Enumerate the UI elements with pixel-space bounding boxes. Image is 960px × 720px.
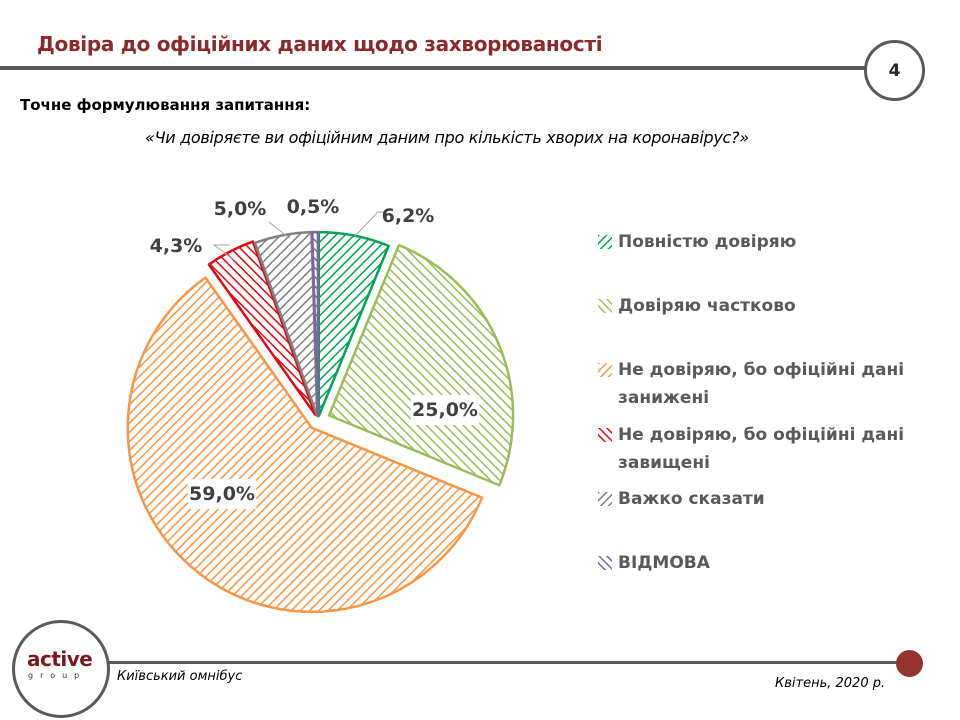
- data-label-3: 4,3%: [150, 235, 203, 257]
- source-label: Київський омнібус: [117, 669, 243, 684]
- data-label-box-2: [187, 479, 257, 509]
- legend-swatch-icon: [598, 363, 612, 377]
- legend-swatch-icon: [598, 428, 612, 442]
- leader-line-4: [268, 221, 290, 239]
- legend-label: Важко сказати: [618, 489, 765, 509]
- legend-item: ВІДМОВА: [598, 549, 938, 577]
- data-label-box-1: [410, 395, 480, 425]
- legend-item: Повністю довіряю: [598, 228, 938, 256]
- question-label: Точне формулювання запитання:: [20, 96, 311, 114]
- legend-swatch-icon: [598, 556, 612, 570]
- legend-label: ВІДМОВА: [618, 553, 710, 573]
- pie-slice-5: [310, 230, 320, 418]
- legend-swatch-icon: [598, 235, 612, 249]
- data-label-2: 59,0%: [189, 483, 255, 505]
- legend-label: Не довіряю, бо офіційні дані завищені: [618, 425, 905, 473]
- logo-text: active: [27, 647, 93, 671]
- pie-slice-1: [327, 243, 515, 487]
- data-label-1: 25,0%: [412, 399, 478, 421]
- date-label: Квітень, 2020 р.: [775, 676, 886, 691]
- logo-circle: [12, 620, 110, 718]
- leader-line-3: [212, 244, 238, 263]
- page-number-badge: 4: [864, 40, 925, 101]
- page-title: Довіра до офіційних даних щодо захворюва…: [37, 32, 603, 56]
- question-text: «Чи довіряєте ви офіційним даним про кіл…: [145, 128, 749, 147]
- legend-swatch-icon: [598, 299, 612, 313]
- pie-slice-2: [126, 276, 484, 614]
- footer-dot-icon: [896, 650, 923, 677]
- data-label-0: 6,2%: [382, 205, 435, 227]
- legend-label: Довіряю частково: [618, 296, 796, 316]
- data-label-5: 0,5%: [287, 196, 340, 218]
- page-number: 4: [888, 60, 901, 81]
- legend-label: Не довіряю, бо офіційні дані занижені: [618, 360, 905, 408]
- pie-slice-3: [207, 240, 317, 416]
- logo-subtext: group: [28, 671, 87, 680]
- footer-divider: [105, 661, 905, 664]
- header-divider: [0, 66, 868, 70]
- legend-item: Важко сказати: [598, 485, 938, 513]
- legend-item: Не довіряю, бо офіційні дані занижені: [598, 356, 938, 412]
- data-label-4: 5,0%: [214, 198, 267, 220]
- legend-item: Довіряю частково: [598, 292, 938, 320]
- leader-line-0: [354, 211, 385, 237]
- legend-swatch-icon: [598, 492, 612, 506]
- legend-item: Не довіряю, бо офіційні дані завищені: [598, 421, 938, 477]
- legend-label: Повністю довіряю: [618, 232, 797, 252]
